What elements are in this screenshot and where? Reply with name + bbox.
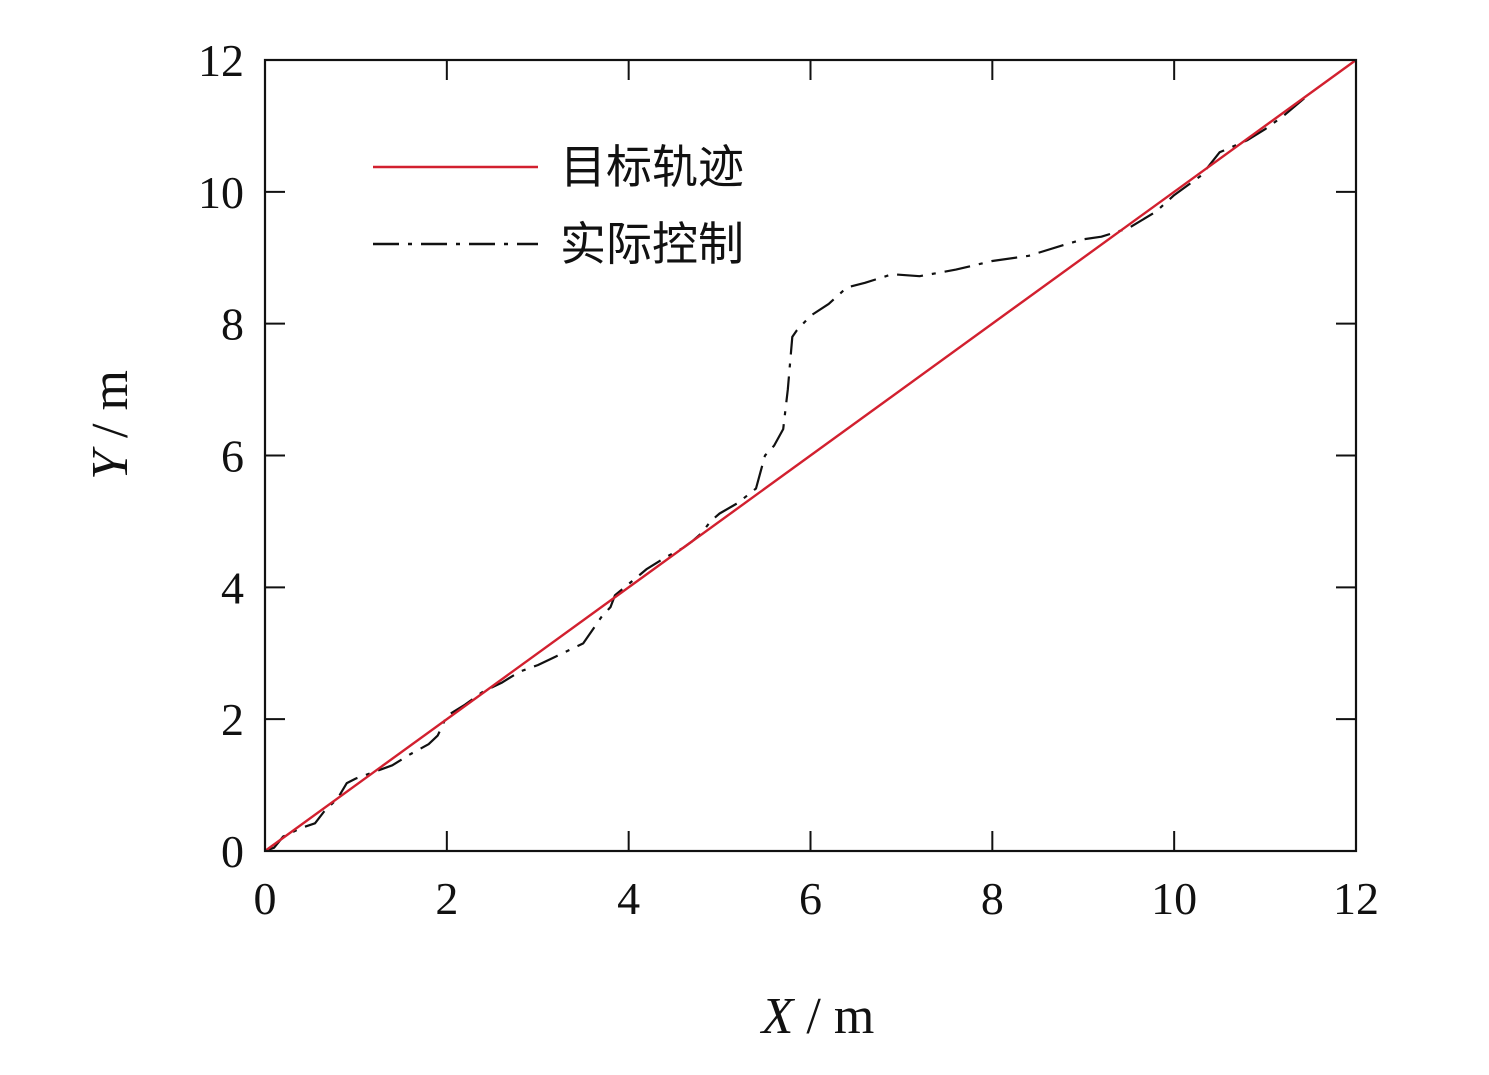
y-tick-label: 0 [221, 826, 244, 877]
plot-frame [263, 58, 1358, 853]
x-tick-label: 2 [435, 873, 458, 924]
x-axis-unit: / m [793, 988, 874, 1045]
x-tick-label: 8 [981, 873, 1004, 924]
actual-control-line [264, 92, 1312, 853]
x-axis-label: X / m [760, 988, 875, 1045]
series-layer [264, 59, 1357, 853]
x-tick-label: 4 [617, 873, 640, 924]
x-axis-variable: X [760, 988, 796, 1045]
y-tick-label: 4 [221, 562, 244, 613]
y-tick-label: 2 [221, 694, 244, 745]
x-tick-labels: 0 2 4 6 8 10 12 [254, 873, 1380, 924]
y-tick-labels: 0 2 4 6 8 10 12 [198, 35, 244, 877]
y-axis-variable: Y [82, 446, 139, 480]
x-tick-label: 10 [1151, 873, 1197, 924]
legend-label: 实际控制 [560, 217, 744, 271]
y-tick-label: 12 [198, 35, 244, 86]
x-tick-label: 0 [254, 873, 277, 924]
y-tick-label: 10 [198, 167, 244, 218]
y-axis-label: Y / m [82, 370, 139, 480]
x-tick-label: 6 [799, 873, 822, 924]
y-tick-label: 6 [221, 431, 244, 482]
y-axis-unit: / m [82, 370, 139, 451]
y-tick-label: 8 [221, 299, 244, 350]
x-tick-label: 12 [1333, 873, 1379, 924]
target-trajectory-line [264, 59, 1357, 852]
legend-label: 目标轨迹 [560, 140, 744, 194]
